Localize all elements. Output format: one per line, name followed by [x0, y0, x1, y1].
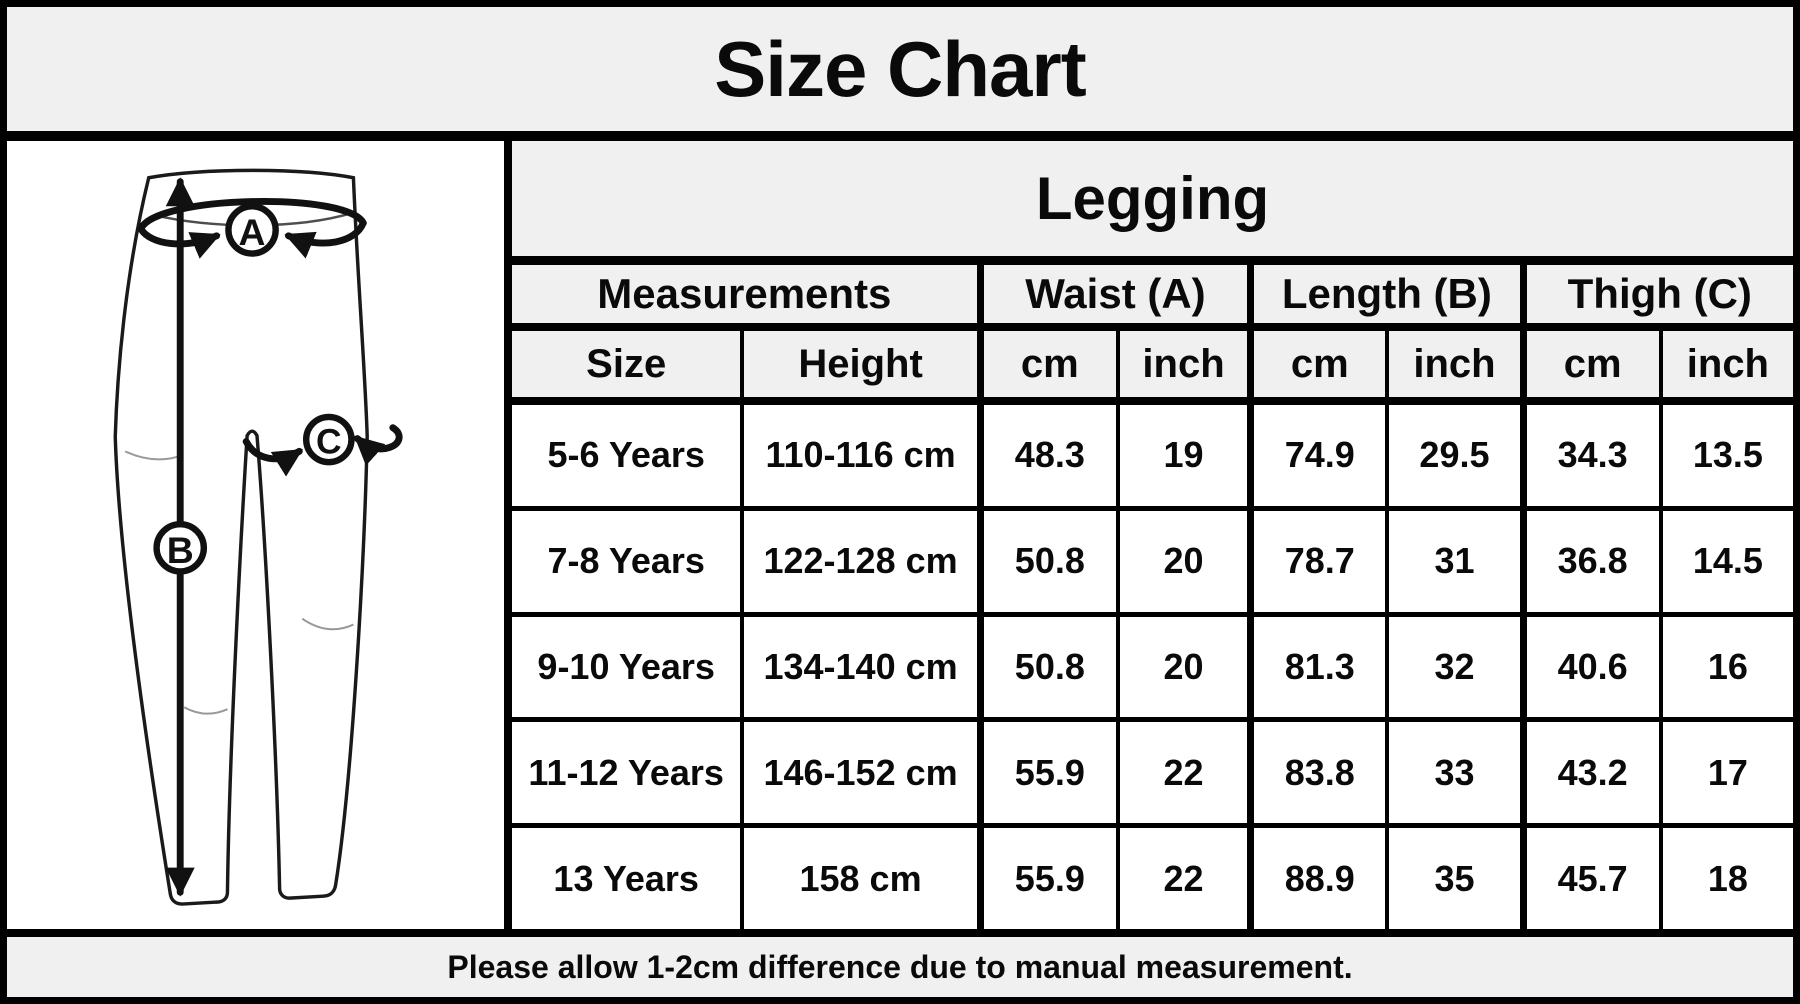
table-cell: 134-140 cm [744, 616, 984, 718]
thigh-arrow [242, 428, 403, 477]
table-cell: 74.9 [1254, 405, 1390, 506]
table-cell: 17 [1707, 751, 1748, 793]
table-row: 11-12 Years 146-152 cm 55.9 22 83.8 33 4… [512, 722, 1793, 829]
column-header-thigh-cm: cm [1527, 331, 1663, 397]
column-header-waist-cm: cm [984, 331, 1120, 397]
table-cell: 31 [1389, 510, 1527, 612]
table-cell: 20 [1120, 616, 1255, 718]
group-header-waist: Waist (A) [984, 265, 1255, 323]
table-row: 9-10 Years 134-140 cm 50.8 20 81.3 32 40… [512, 616, 1793, 723]
table-cell: 7-8 Years [512, 510, 745, 612]
legging-measurement-diagram: A B C [7, 141, 512, 929]
column-header-length-cm: cm [1254, 331, 1390, 397]
table-row: 5-6 Years 110-116 cm 48.3 19 74.9 29.5 3… [512, 405, 1793, 511]
page-title: Size Chart [714, 24, 1086, 113]
table-cell: 83.8 [1254, 722, 1390, 824]
table-subheader-row: Size Height cm inch cm inch cm inch [512, 331, 1793, 405]
table-row: 13 Years 158 cm 55.9 22 88.9 35 45.7 18 [512, 828, 1793, 929]
column-header-thigh-inch: inch [1686, 341, 1769, 386]
table-cell: 22 [1120, 722, 1255, 824]
table-cell: 22 [1120, 828, 1255, 929]
table-cell: 20 [1120, 510, 1255, 612]
table-cell: 11-12 Years [512, 722, 745, 824]
label-b-badge: B [153, 520, 208, 575]
table-cell: 13.5 [1692, 434, 1763, 476]
product-name: Legging [1035, 165, 1270, 232]
table-cell: 32 [1389, 616, 1527, 718]
table-cell: 45.7 [1527, 828, 1663, 929]
label-c: C [316, 422, 342, 462]
table-cell: 13 Years [512, 828, 745, 929]
table-cell: 19 [1120, 405, 1255, 506]
table-cell: 50.8 [984, 616, 1120, 718]
table-cell: 158 cm [744, 828, 984, 929]
column-header-size: Size [512, 331, 745, 397]
column-header-length-inch: inch [1389, 331, 1527, 397]
table-cell: 81.3 [1254, 616, 1390, 718]
table-cell: 33 [1389, 722, 1527, 824]
table-group-header-row: Measurements Waist (A) Length (B) Thigh … [512, 265, 1793, 331]
legging-sketch: A B C [113, 168, 403, 906]
label-a-badge: A [225, 203, 279, 257]
table-cell: 16 [1707, 645, 1748, 687]
column-header-waist-inch: inch [1120, 331, 1255, 397]
table-cell: 50.8 [984, 510, 1120, 612]
table-cell: 29.5 [1389, 405, 1527, 506]
label-c-badge: C [302, 413, 355, 466]
column-header-height: Height [744, 331, 984, 397]
table-product-row: Legging [512, 141, 1793, 265]
measurement-note: Please allow 1-2cm difference due to man… [447, 948, 1353, 985]
table-cell: 9-10 Years [512, 616, 745, 718]
label-a: A [239, 211, 266, 253]
main-area: A B C Legging Measurements Waist (A) Len [7, 141, 1793, 929]
table-cell: 78.7 [1254, 510, 1390, 612]
table-cell: 5-6 Years [512, 405, 745, 506]
table-cell: 146-152 cm [744, 722, 984, 824]
table-cell: 110-116 cm [744, 405, 984, 506]
note-bar: Please allow 1-2cm difference due to man… [7, 929, 1793, 997]
table-cell: 18 [1707, 857, 1748, 899]
group-header-length: Length (B) [1254, 265, 1527, 323]
group-header-measurements: Measurements [512, 265, 984, 323]
marble-texture [115, 170, 368, 905]
title-bar: Size Chart [7, 7, 1793, 141]
table-cell: 55.9 [984, 722, 1120, 824]
table-row: 7-8 Years 122-128 cm 50.8 20 78.7 31 36.… [512, 510, 1793, 617]
size-table: Legging Measurements Waist (A) Length (B… [512, 141, 1793, 929]
group-header-thigh: Thigh (C) [1567, 270, 1752, 317]
table-cell: 48.3 [984, 405, 1120, 506]
table-cell: 55.9 [984, 828, 1120, 929]
table-cell: 88.9 [1254, 828, 1390, 929]
table-cell: 36.8 [1527, 510, 1663, 612]
table-cell: 40.6 [1527, 616, 1663, 718]
table-cell: 14.5 [1692, 540, 1763, 582]
label-b: B [167, 529, 194, 571]
table-cell: 43.2 [1527, 722, 1663, 824]
table-cell: 122-128 cm [744, 510, 984, 612]
table-cell: 35 [1389, 828, 1527, 929]
table-cell: 34.3 [1527, 405, 1663, 506]
